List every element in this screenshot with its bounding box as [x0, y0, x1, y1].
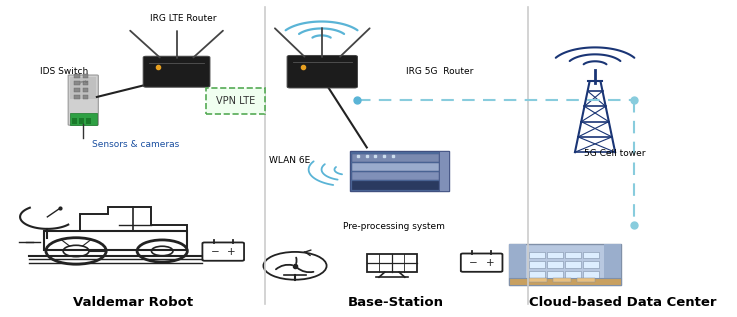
Text: +: + — [227, 247, 236, 257]
FancyBboxPatch shape — [553, 278, 571, 282]
Text: WLAN 6E: WLAN 6E — [268, 156, 310, 165]
FancyBboxPatch shape — [547, 262, 563, 268]
FancyBboxPatch shape — [143, 56, 210, 87]
Text: Pre-processing system: Pre-processing system — [343, 222, 445, 231]
Text: VPN LTE: VPN LTE — [216, 96, 255, 106]
Text: IRG LTE Router: IRG LTE Router — [150, 14, 217, 23]
FancyBboxPatch shape — [439, 152, 449, 191]
FancyBboxPatch shape — [509, 244, 526, 285]
FancyBboxPatch shape — [71, 118, 77, 124]
FancyBboxPatch shape — [74, 81, 80, 85]
FancyBboxPatch shape — [69, 113, 97, 125]
FancyBboxPatch shape — [565, 271, 581, 278]
FancyBboxPatch shape — [547, 271, 563, 278]
FancyBboxPatch shape — [565, 252, 581, 258]
FancyBboxPatch shape — [529, 262, 545, 268]
FancyBboxPatch shape — [79, 118, 84, 124]
FancyBboxPatch shape — [83, 95, 88, 99]
FancyBboxPatch shape — [509, 244, 621, 285]
FancyBboxPatch shape — [529, 252, 545, 258]
FancyBboxPatch shape — [352, 154, 439, 162]
FancyBboxPatch shape — [74, 95, 80, 99]
FancyBboxPatch shape — [74, 74, 80, 78]
FancyBboxPatch shape — [287, 55, 357, 88]
FancyBboxPatch shape — [529, 271, 545, 278]
FancyBboxPatch shape — [352, 172, 439, 180]
FancyBboxPatch shape — [547, 252, 563, 258]
FancyBboxPatch shape — [509, 278, 621, 285]
Text: Cloud-based Data Center: Cloud-based Data Center — [529, 296, 717, 309]
FancyBboxPatch shape — [70, 77, 96, 99]
FancyBboxPatch shape — [83, 88, 88, 92]
FancyBboxPatch shape — [349, 152, 449, 191]
FancyBboxPatch shape — [577, 278, 595, 282]
Text: 5G Cell tower: 5G Cell tower — [584, 149, 645, 158]
FancyBboxPatch shape — [565, 262, 581, 268]
Text: Sensors & cameras: Sensors & cameras — [92, 140, 179, 149]
Text: IRG 5G  Router: IRG 5G Router — [406, 67, 474, 76]
Text: −: − — [469, 258, 478, 268]
FancyBboxPatch shape — [583, 262, 598, 268]
Text: IDS Switch: IDS Switch — [40, 67, 88, 76]
FancyBboxPatch shape — [206, 88, 265, 114]
FancyBboxPatch shape — [583, 271, 598, 278]
Text: perle: perle — [79, 80, 88, 83]
FancyBboxPatch shape — [352, 181, 439, 190]
FancyBboxPatch shape — [74, 88, 80, 92]
FancyBboxPatch shape — [68, 75, 98, 125]
FancyBboxPatch shape — [583, 252, 598, 258]
FancyBboxPatch shape — [83, 74, 88, 78]
FancyBboxPatch shape — [352, 163, 439, 171]
Text: −: − — [211, 247, 220, 257]
Text: +: + — [486, 258, 495, 268]
FancyBboxPatch shape — [83, 81, 88, 85]
FancyBboxPatch shape — [604, 244, 621, 285]
FancyBboxPatch shape — [529, 278, 548, 282]
Text: Base-Station: Base-Station — [348, 296, 444, 309]
Text: Valdemar Robot: Valdemar Robot — [73, 296, 193, 309]
FancyBboxPatch shape — [86, 118, 91, 124]
